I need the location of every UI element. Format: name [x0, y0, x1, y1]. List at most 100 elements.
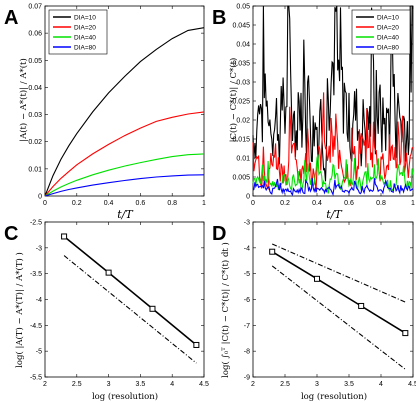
series-line-dia-10 — [252, 5, 413, 182]
legend-label: DIA=20 — [74, 24, 96, 31]
panel-letter-d: D — [212, 223, 226, 245]
panel-c: 2 2.5 3 3.5 4 4.5 -5.5 -5 -4.5 -4 -3.5 -3 -2.5 — [30, 220, 209, 389]
series-line-dia-80 — [44, 174, 205, 197]
y-tick-label: -5.5 — [30, 375, 42, 382]
x-tick-label: 4 — [379, 381, 383, 388]
panel-a-xlabel: t/T — [117, 208, 134, 221]
legend-label: DIA=10 — [377, 14, 399, 21]
y-tick-label: -6 — [244, 297, 250, 304]
y-tick-label: 0.015 — [232, 137, 250, 144]
y-tick-label: 0.03 — [28, 112, 42, 119]
y-tick-label: 0.04 — [236, 42, 250, 49]
series-line-2 — [271, 265, 406, 370]
y-tick-label: -3 — [244, 220, 250, 227]
y-tick-label: -3.5 — [30, 271, 42, 278]
panel-a-ylabel: |A(t) − A*(t)| / A*(t) — [18, 58, 29, 142]
x-tick-label: 1 — [202, 200, 206, 207]
y-tick-label: -3 — [36, 245, 42, 252]
x-tick-label: 3.5 — [344, 381, 354, 388]
y-tick-label: -4 — [36, 297, 42, 304]
x-tick-label: 0.6 — [344, 200, 354, 207]
y-tick-label: 0 — [246, 194, 250, 201]
y-tick-label: -4.5 — [30, 323, 42, 330]
legend-label: DIA=80 — [74, 44, 96, 51]
y-tick-label: 0.05 — [236, 4, 250, 11]
y-tick-label: -8 — [244, 349, 250, 356]
y-tick-label: -5 — [36, 349, 42, 356]
y-tick-label: 0.005 — [232, 175, 250, 182]
x-tick-label: 3 — [315, 381, 319, 388]
series-line-dia-20 — [252, 92, 414, 191]
x-tick-label: 0.2 — [72, 200, 82, 207]
x-tick-label: 3.5 — [136, 381, 146, 388]
x-tick-label: 0.2 — [280, 200, 290, 207]
panel-b-ylabel: |C(t) − C*(t)| / C*(t) — [228, 58, 239, 143]
legend-label: DIA=80 — [377, 44, 399, 51]
y-tick-label: 0.01 — [236, 156, 250, 163]
plot-frame — [252, 221, 414, 378]
panel-a: 0 0.2 0.4 0.6 0.8 1 0 0.01 0.02 0.03 0.04 0.05 0.06 0… — [28, 4, 206, 208]
panel-letter-b: B — [212, 7, 226, 29]
y-tick-label: -7 — [244, 323, 250, 330]
y-tick-label: 0.045 — [232, 23, 250, 30]
panel-letter-c: C — [4, 223, 18, 245]
legend-label: DIA=40 — [74, 34, 96, 41]
legend-label: DIA=20 — [377, 24, 399, 31]
y-tick-label: 0.05 — [28, 58, 42, 65]
x-tick-label: 0.8 — [167, 200, 177, 207]
series-line-dia-20 — [44, 111, 205, 197]
x-tick-label: 2 — [43, 381, 47, 388]
y-tick-label: -9 — [244, 375, 250, 382]
y-tick-label: 0.02 — [28, 139, 42, 146]
legend-label: DIA=10 — [74, 14, 96, 21]
y-tick-label: 0.025 — [232, 99, 250, 106]
x-tick-label: 2.5 — [280, 381, 290, 388]
series-line-1 — [63, 255, 197, 364]
x-tick-label: 4.5 — [408, 381, 416, 388]
plot-frame — [44, 221, 205, 378]
panel-c-xlabel: log (resolution) — [92, 391, 158, 402]
x-tick-label: 0.6 — [136, 200, 146, 207]
data-point — [269, 248, 276, 255]
data-point — [193, 341, 200, 348]
data-point — [358, 302, 365, 309]
y-tick-label: 0.04 — [28, 85, 42, 92]
x-tick-label: 2.5 — [72, 381, 82, 388]
x-tick-label: 0.4 — [312, 200, 322, 207]
data-point — [149, 305, 156, 312]
legend-label: DIA=40 — [377, 34, 399, 41]
x-tick-label: 0 — [43, 200, 47, 207]
panel-b-xlabel: t/T — [326, 208, 343, 221]
data-point — [314, 275, 320, 282]
series-line-dia-80 — [252, 178, 414, 197]
panel-letter-a: A — [4, 7, 18, 29]
y-tick-label: 0.07 — [28, 4, 42, 11]
y-tick-label: 0.01 — [28, 166, 42, 173]
x-tick-label: 1 — [411, 200, 415, 207]
x-tick-label: 0 — [251, 200, 255, 207]
x-tick-label: 0.4 — [104, 200, 114, 207]
x-tick-label: 0.8 — [376, 200, 386, 207]
plot-frame — [44, 5, 205, 197]
series-line-0 — [271, 251, 406, 334]
series-line-dia-10 — [44, 27, 205, 197]
x-tick-label: 2 — [251, 381, 255, 388]
panel-b: 0 0.2 0.4 0.6 0.8 1 0 0.005 0.01 0.015 0.02 0.025 0.… — [232, 4, 415, 208]
y-tick-label: -2.5 — [30, 220, 42, 227]
series-line-0 — [63, 235, 197, 346]
y-tick-label: -5 — [244, 271, 250, 278]
data-point — [105, 269, 112, 276]
plots-layer: 0 0.2 0.4 0.6 0.8 1 0 0.01 0.02 0.03 0.04 0.05 0.06 0… — [28, 4, 416, 389]
x-tick-label: 4.5 — [199, 381, 209, 388]
data-point — [61, 233, 68, 240]
y-tick-label: 0 — [38, 194, 42, 201]
y-tick-label: 0.035 — [232, 61, 250, 68]
series-line-1 — [271, 243, 406, 303]
panel-d: 2 2.5 3 3.5 4 4.5 -9 -8 -7 -6 -5 -4 -3 — [244, 220, 416, 389]
data-point — [402, 330, 409, 337]
panel-c-ylabel: log( |A(T) − A*(T)| / A*(T) ) — [14, 252, 25, 368]
y-tick-label: 0.03 — [236, 80, 250, 87]
x-tick-label: 4 — [170, 381, 174, 388]
x-tick-label: 3 — [107, 381, 111, 388]
